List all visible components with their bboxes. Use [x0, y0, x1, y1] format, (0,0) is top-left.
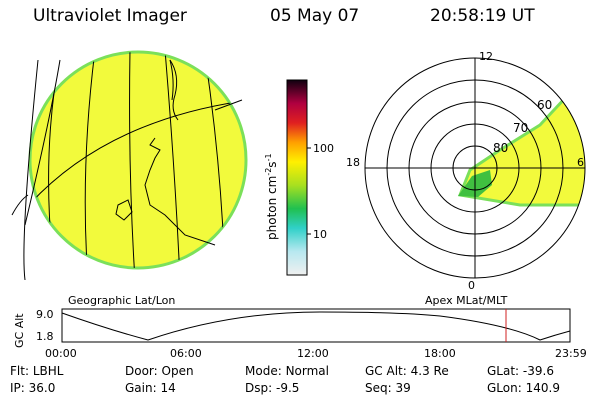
parallel-line	[214, 99, 243, 111]
meridian-line	[24, 59, 61, 226]
status-ip: IP: 36.0	[10, 381, 56, 395]
y-tick-9: 9.0	[36, 308, 54, 321]
meridian-line	[164, 52, 181, 268]
geographic-image	[11, 50, 248, 281]
colorbar-tick-10: 10	[313, 228, 327, 241]
altitude-curve	[61, 311, 571, 341]
x-tick-1200: 12:00	[297, 347, 329, 360]
coastline	[115, 59, 216, 246]
polar-plot: 12 18 6 0 60 70 80	[346, 50, 586, 292]
time-label: 20:58:19 UT	[430, 6, 535, 26]
earth-disk	[28, 50, 248, 270]
parallel-line	[11, 194, 29, 216]
mlt-label-0: 0	[468, 279, 475, 292]
app-title: Ultraviolet Imager	[33, 6, 187, 26]
orbit-plot-frame	[61, 308, 571, 343]
meridian-line	[84, 52, 96, 268]
x-tick-0600: 06:00	[170, 347, 202, 360]
meridian-line	[23, 59, 39, 281]
mlt-label-6: 6	[577, 156, 584, 169]
y-tick-1-8: 1.8	[36, 330, 54, 343]
status-seq: Seq: 39	[365, 381, 411, 395]
mlt-label-12: 12	[479, 50, 493, 63]
meridian-line	[169, 59, 174, 101]
date-label: 05 May 07	[270, 6, 360, 26]
status-door: Door: Open	[125, 364, 194, 378]
status-glon: GLon: 140.9	[487, 381, 560, 395]
status-glat: GLat: -39.6	[487, 364, 554, 378]
mlat-label-70: 70	[513, 121, 528, 135]
status-gain: Gain: 14	[125, 381, 176, 395]
apex-caption: Apex MLat/MLT	[425, 294, 508, 307]
status-gc-alt: GC Alt: 4.3 Re	[365, 364, 449, 378]
x-tick-0000: 00:00	[45, 347, 77, 360]
status-flt: Flt: LBHL	[10, 364, 64, 378]
orbit-axis-label: GC Alt	[13, 313, 26, 348]
status-mode: Mode: Normal	[245, 364, 329, 378]
colorbar-unit-label: photon cm-2s-1	[264, 153, 279, 240]
status-dsp: Dsp: -9.5	[245, 381, 300, 395]
x-tick-1800: 18:00	[424, 347, 456, 360]
color-scale-bar: 100 10 photon cm-2s-1	[264, 79, 334, 276]
x-tick-2359: 23:59	[555, 347, 587, 360]
mlt-label-18: 18	[346, 156, 360, 169]
mlat-label-80: 80	[493, 141, 508, 155]
orbit-altitude-plot: 9.0 1.8 GC Alt 00:00 06:00 12:00 18:00 2…	[13, 308, 587, 360]
colorbar-tick-100: 100	[313, 142, 334, 155]
meridian-line	[129, 52, 136, 268]
mlat-label-60: 60	[537, 98, 552, 112]
parallel-line	[30, 99, 246, 216]
geographic-caption: Geographic Lat/Lon	[68, 294, 175, 307]
